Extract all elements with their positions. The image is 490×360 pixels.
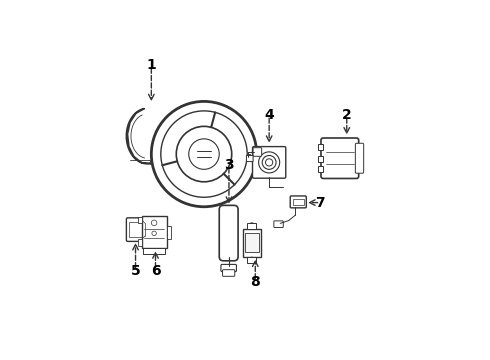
FancyBboxPatch shape <box>252 147 286 178</box>
Bar <box>143 248 165 255</box>
Bar <box>243 229 261 257</box>
FancyBboxPatch shape <box>253 148 262 156</box>
Bar <box>318 144 323 150</box>
Bar <box>247 223 256 229</box>
Text: 7: 7 <box>316 195 325 210</box>
FancyBboxPatch shape <box>355 143 364 173</box>
Text: 5: 5 <box>131 264 141 278</box>
FancyBboxPatch shape <box>221 264 237 271</box>
Bar <box>142 216 167 248</box>
Bar <box>318 166 323 172</box>
Circle shape <box>151 102 257 207</box>
FancyBboxPatch shape <box>126 218 145 242</box>
FancyBboxPatch shape <box>290 196 306 208</box>
Text: 1: 1 <box>147 58 156 72</box>
Bar <box>138 217 142 223</box>
FancyBboxPatch shape <box>321 138 359 179</box>
Text: 8: 8 <box>250 275 260 289</box>
FancyBboxPatch shape <box>246 156 253 162</box>
Bar <box>247 257 256 263</box>
Bar <box>293 199 303 205</box>
Text: 6: 6 <box>151 264 160 278</box>
Bar <box>138 239 142 246</box>
Text: 4: 4 <box>264 108 274 122</box>
FancyBboxPatch shape <box>274 221 283 228</box>
FancyBboxPatch shape <box>222 270 235 276</box>
Bar <box>167 226 171 239</box>
Bar <box>129 222 142 237</box>
Text: 3: 3 <box>224 158 234 172</box>
Bar <box>245 233 259 252</box>
Text: 2: 2 <box>342 108 352 122</box>
FancyBboxPatch shape <box>219 205 238 261</box>
Bar <box>318 156 323 162</box>
